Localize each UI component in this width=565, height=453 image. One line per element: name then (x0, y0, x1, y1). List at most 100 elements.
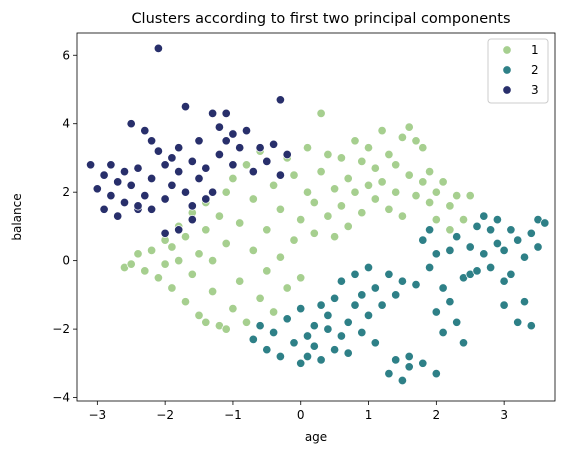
scatter-point-cluster-3 (248, 167, 258, 177)
scatter-point-cluster-1 (275, 204, 285, 214)
scatter-point-cluster-1 (282, 283, 292, 293)
scatter-point-cluster-3 (214, 122, 224, 132)
scatter-point-cluster-2 (302, 351, 313, 362)
scatter-point-cluster-1 (221, 187, 231, 197)
scatter-point-cluster-2 (323, 324, 333, 334)
x-tick-label: −1 (224, 408, 242, 422)
scatter-point-cluster-3 (106, 160, 116, 170)
scatter-point-cluster-3 (235, 143, 245, 153)
legend: 1 2 3 (487, 38, 549, 104)
scatter-point-cluster-2 (316, 355, 326, 365)
scatter-point-cluster-1 (425, 197, 435, 208)
scatter-point-cluster-1 (275, 252, 285, 262)
scatter-point-cluster-1 (425, 167, 435, 177)
y-axis-label: balance (10, 193, 24, 240)
scatter-point-cluster-2 (418, 235, 428, 245)
scatter-point-cluster-2 (445, 245, 455, 255)
y-tick-label: −4 (52, 391, 70, 405)
y-tick-label: 0 (62, 254, 70, 268)
scatter-point-cluster-3 (160, 228, 170, 238)
x-tick-label: 1 (365, 408, 373, 422)
scatter-point-cluster-2 (350, 300, 360, 310)
scatter-point-cluster-1 (336, 201, 346, 211)
scatter-point-cluster-1 (160, 259, 170, 269)
chart-title: Clusters according to first two principa… (131, 11, 510, 27)
scatter-point-cluster-1 (370, 194, 380, 204)
scatter-point-cluster-1 (363, 180, 374, 190)
scatter-point-cluster-2 (445, 297, 455, 307)
scatter-point-cluster-3 (214, 149, 224, 160)
scatter-point-cluster-1 (397, 132, 407, 142)
scatter-point-cluster-2 (343, 317, 353, 327)
scatter-point-cluster-2 (479, 249, 489, 259)
scatter-point-cluster-1 (289, 170, 299, 180)
scatter-point-cluster-2 (452, 232, 462, 242)
scatter-point-cluster-2 (526, 321, 536, 331)
scatter-point-cluster-3 (282, 149, 292, 160)
scatter-point-cluster-1 (201, 317, 211, 327)
x-axis-ticks: −3 −2 −1 0 1 2 3 (88, 401, 508, 422)
scatter-point-cluster-2 (519, 252, 530, 262)
scatter-point-cluster-3 (208, 108, 218, 118)
scatter-point-cluster-3 (194, 136, 204, 146)
scatter-point-cluster-1 (133, 249, 143, 259)
scatter-point-cluster-1 (452, 191, 462, 201)
scatter-point-cluster-2 (533, 242, 543, 252)
scatter-point-cluster-1 (235, 276, 245, 286)
scatter-point-cluster-1 (289, 235, 299, 245)
y-tick-label: −2 (52, 322, 70, 336)
scatter-point-cluster-1 (187, 269, 197, 279)
scatter-point-cluster-1 (153, 273, 163, 283)
scatter-point-cluster-1 (384, 204, 394, 214)
scatter-point-cluster-3 (147, 204, 157, 214)
scatter-point-cluster-3 (106, 191, 116, 201)
legend-label-1: 1 (531, 43, 539, 57)
scatter-point-cluster-1 (214, 211, 224, 221)
points-layer (86, 43, 550, 386)
scatter-point-cluster-2 (248, 334, 258, 344)
scatter-point-cluster-3 (160, 160, 170, 170)
scatter-point-cluster-2 (384, 269, 394, 279)
plot-background (77, 33, 555, 401)
scatter-point-cluster-2 (492, 215, 502, 225)
scatter-point-cluster-2 (391, 290, 401, 300)
scatter-point-cluster-3 (133, 201, 143, 211)
scatter-point-cluster-1 (248, 194, 258, 204)
scatter-point-cluster-3 (262, 156, 272, 166)
y-axis-ticks: −4 −2 0 2 4 6 (52, 48, 77, 405)
scatter-point-cluster-3 (180, 187, 191, 197)
legend-box (487, 38, 549, 104)
scatter-point-cluster-2 (330, 293, 340, 303)
scatter-point-cluster-3 (113, 211, 123, 221)
scatter-point-cluster-2 (350, 269, 360, 279)
scatter-point-cluster-1 (336, 153, 346, 163)
scatter-point-cluster-2 (363, 262, 374, 273)
y-tick-label: 6 (62, 48, 70, 62)
scatter-point-cluster-1 (343, 221, 353, 231)
scatter-point-cluster-1 (363, 143, 374, 153)
scatter-point-cluster-3 (194, 173, 204, 184)
scatter-point-cluster-1 (167, 283, 177, 293)
scatter-point-cluster-2 (384, 369, 394, 379)
scatter-point-cluster-2 (397, 276, 407, 286)
scatter-point-cluster-2 (330, 345, 340, 355)
scatter-point-cluster-1 (296, 273, 306, 283)
scatter-point-cluster-3 (167, 153, 177, 163)
scatter-point-cluster-2 (506, 225, 516, 235)
scatter-point-cluster-2 (391, 355, 401, 365)
scatter-point-cluster-1 (269, 180, 279, 190)
scatter-point-cluster-3 (160, 194, 170, 204)
scatter-point-cluster-2 (526, 228, 536, 238)
scatter-point-cluster-3 (275, 95, 285, 105)
scatter-point-cluster-3 (113, 177, 123, 187)
scatter-point-cluster-2 (513, 317, 523, 327)
scatter-point-cluster-1 (221, 324, 231, 334)
plot-border (76, 32, 556, 402)
scatter-point-cluster-1 (269, 307, 279, 317)
scatter-point-cluster-3 (140, 126, 150, 136)
scatter-point-cluster-2 (418, 358, 428, 368)
scatter-point-cluster-2 (465, 242, 475, 252)
scatter-point-cluster-1 (377, 177, 387, 187)
scatter-point-cluster-3 (241, 126, 252, 136)
